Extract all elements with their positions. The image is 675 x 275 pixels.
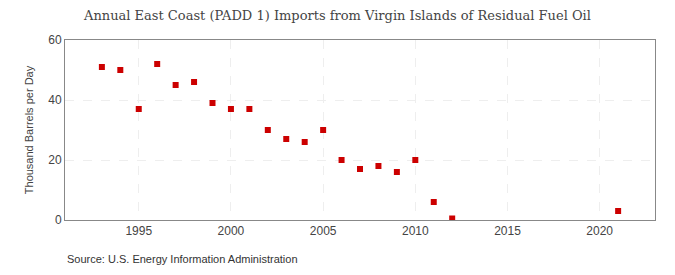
svg-text:60: 60 [48, 33, 62, 47]
svg-text:2020: 2020 [586, 224, 613, 238]
svg-text:2005: 2005 [310, 224, 337, 238]
svg-text:20: 20 [48, 153, 62, 167]
svg-text:Source: U.S. Energy Informatio: Source: U.S. Energy Information Administ… [67, 253, 298, 265]
svg-text:40: 40 [48, 93, 62, 107]
svg-text:Thousand Barrels per Day: Thousand Barrels per Day [23, 65, 35, 194]
svg-text:2015: 2015 [494, 224, 521, 238]
svg-text:1995: 1995 [125, 224, 152, 238]
svg-text:2010: 2010 [402, 224, 429, 238]
svg-text:Annual East Coast (PADD 1) Imp: Annual East Coast (PADD 1) Imports from … [83, 8, 591, 23]
svg-text:2000: 2000 [218, 224, 245, 238]
svg-text:0: 0 [55, 213, 62, 227]
